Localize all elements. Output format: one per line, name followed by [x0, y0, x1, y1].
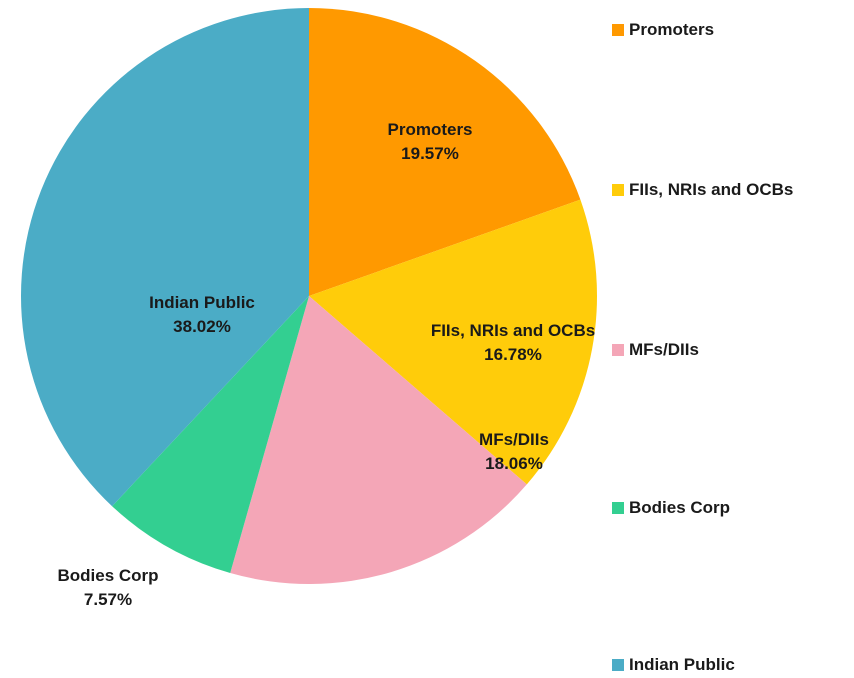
legend-label: MFs/DIIs: [629, 340, 699, 359]
pie-slice: [20, 8, 309, 507]
legend-label: Promoters: [629, 20, 715, 39]
legend-swatch: [612, 659, 624, 671]
slice-value: 18.06%: [485, 454, 543, 473]
slice-label: FIIs, NRIs and OCBs 16.78%: [428, 319, 598, 367]
legend-label: Indian Public: [629, 655, 735, 674]
legend-item: FIIs, NRIs and OCBs: [612, 180, 793, 200]
legend-label: Bodies Corp: [629, 498, 731, 517]
pie-slice: [230, 296, 527, 585]
slice-label: MFs/DIIs 18.06%: [454, 428, 574, 476]
legend-item: Bodies Corp: [612, 498, 730, 518]
slice-label: Bodies Corp 7.57%: [28, 564, 188, 612]
legend-swatch: [612, 502, 624, 514]
pie-slice: [309, 8, 581, 296]
slice-label: Promoters 19.57%: [340, 118, 520, 166]
legend-item: Indian Public: [612, 655, 735, 675]
legend-swatch: [612, 184, 624, 196]
legend-swatch: [612, 24, 624, 36]
slice-category: MFs/DIIs: [479, 430, 549, 449]
slice-value: 16.78%: [484, 345, 542, 364]
legend-swatch: [612, 344, 624, 356]
slice-category: Bodies Corp: [57, 566, 159, 585]
slice-value: 7.57%: [83, 590, 133, 609]
slice-category: Indian Public: [149, 293, 255, 312]
slice-value: 19.57%: [401, 144, 459, 163]
slice-value: 38.02%: [173, 317, 231, 336]
legend-item: Promoters: [612, 20, 714, 40]
pie-slice: [309, 199, 597, 485]
slice-category: Promoters: [387, 120, 473, 139]
pie-slice: [112, 296, 309, 574]
slice-category: FIIs, NRIs and OCBs: [430, 321, 596, 340]
slice-label: Indian Public 38.02%: [122, 291, 282, 339]
legend-item: MFs/DIIs: [612, 340, 699, 360]
legend-label: FIIs, NRIs and OCBs: [629, 180, 794, 199]
